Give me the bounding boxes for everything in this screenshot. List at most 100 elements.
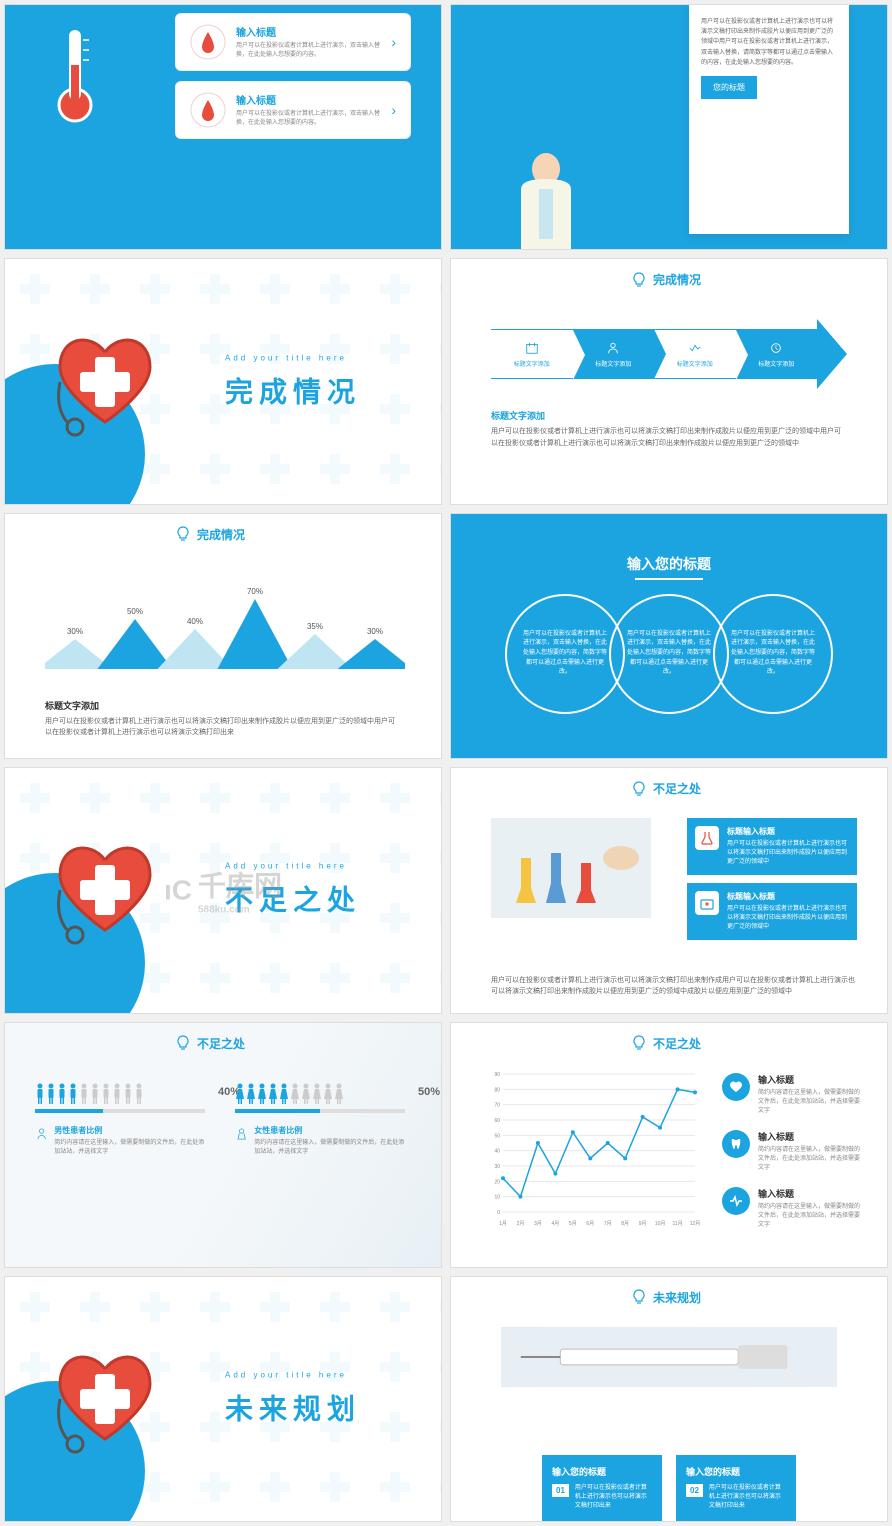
svg-text:70: 70: [494, 1102, 500, 1108]
slide-5: 完成情况 30%50%40%70%35%30% 标题文字添加 用户可以在投影仪或…: [4, 513, 442, 759]
item-desc: 简约内容请在这里输入，做需要制做的文件后，在此处添加站站，并选择需要文字: [758, 1146, 862, 1173]
subtitle: Add your title here: [225, 1371, 361, 1380]
title-button[interactable]: 您的标题: [701, 76, 757, 99]
svg-text:50: 50: [494, 1133, 500, 1139]
stat-title: 男性患者比例: [54, 1125, 205, 1136]
card-desc: 用户可以在投影仪或者计算机上进行演示也可以将演示文稿打印出来: [709, 1484, 786, 1511]
chevron-right-icon: ›: [391, 34, 396, 50]
svg-text:0: 0: [497, 1210, 500, 1216]
card-number: 01: [552, 1484, 569, 1497]
desc-title: 标题文字添加: [45, 699, 401, 712]
card-desc: 用户可以在投影仪或者计算机上进行演示，双击输入替换，在此处输入您想要的内容。: [236, 42, 381, 60]
svg-text:4月: 4月: [551, 1221, 559, 1227]
svg-text:30%: 30%: [367, 627, 383, 636]
list-item: 输入标题简约内容请在这里输入，做需要制做的文件后，在此处添加站站，并选择需要文字: [722, 1187, 862, 1230]
blood-drop-icon: [190, 24, 226, 60]
pulse-icon: [722, 1187, 750, 1215]
item-title: 输入标题: [758, 1187, 862, 1200]
pct-value: 50%: [418, 1086, 440, 1098]
numbered-card: 输入您的标题 01 用户可以在投影仪或者计算机上进行演示也可以将演示文稿打印出来: [542, 1455, 662, 1521]
tooth-icon: [722, 1130, 750, 1158]
slide-header: 未来规划: [631, 1289, 701, 1306]
male-stats: 40% 男性患者比例简约内容请在这里输入，做需要制做的文件后，在此处添加站站，并…: [35, 1083, 205, 1157]
bulb-icon: [175, 1035, 191, 1051]
card-desc: 用户可以在投影仪或者计算机上进行演示也可以将演示文稿打印出来制作成胶片以便应用到…: [727, 905, 849, 932]
info-card[interactable]: 输入标题用户可以在投影仪或者计算机上进行演示，双击输入替换，在此处输入您想要的内…: [175, 81, 411, 139]
flow-step: 标题文字添加: [573, 329, 655, 379]
slide-11-section: Add your title here 未来规划: [4, 1276, 442, 1522]
slide-3-section: Add your title here 完成情况: [4, 258, 442, 504]
slide-8: 不足之处 标题输入标题用户可以在投影仪或者计算机上进行演示也可以将演示文稿打印出…: [450, 767, 888, 1013]
card-desc: 用户可以在投影仪或者计算机上进行演示也可以将演示文稿打印出来制作成胶片以便应用到…: [701, 17, 837, 68]
info-card[interactable]: 输入标题用户可以在投影仪或者计算机上进行演示，双击输入替换，在此处输入您想要的内…: [175, 13, 411, 71]
circle-group: 用户可以在投影仪或者计算机上进行演示，双击输入替换，在此处输入您想要的内容，简数…: [513, 594, 825, 714]
svg-text:10: 10: [494, 1194, 500, 1200]
slide-6: 输入您的标题 用户可以在投影仪或者计算机上进行演示，双击输入替换，在此处输入您想…: [450, 513, 888, 759]
bulb-icon: [175, 526, 191, 542]
male-icon: [35, 1125, 48, 1143]
slide-1: 输入标题用户可以在投影仪或者计算机上进行演示，双击输入替换，在此处输入您想要的内…: [4, 4, 442, 250]
slide-9: 不足之处 40% 男性患者比例简约内容请在这里输入，做需要制做的文件后，在此处添…: [4, 1022, 442, 1268]
subtitle: Add your title here: [225, 353, 361, 362]
list-item: 输入标题简约内容请在这里输入，做需要制做的文件后，在此处添加站站，并选择需要文字: [722, 1073, 862, 1116]
card-desc: 用户可以在投影仪或者计算机上进行演示也可以将演示文稿打印出来: [575, 1484, 652, 1511]
slide-header: 不足之处: [631, 780, 701, 797]
svg-text:6月: 6月: [586, 1221, 594, 1227]
card-desc: 用户可以在投影仪或者计算机上进行演示，双击输入替换，在此处输入您想要的内容。: [236, 110, 381, 128]
svg-text:70%: 70%: [247, 587, 263, 596]
card-desc: 用户可以在投影仪或者计算机上进行演示也可以将演示文稿打印出来制作成胶片以便应用到…: [727, 840, 849, 867]
desc-text: 用户可以在投影仪或者计算机上进行演示也可以将演示文稿打印出来制作成胶片以便应用到…: [45, 716, 401, 738]
card-title: 输入标题: [236, 24, 381, 39]
thermometer-icon: [55, 25, 95, 130]
stat-title: 女性患者比例: [254, 1125, 405, 1136]
info-card: 标题输入标题用户可以在投影仪或者计算机上进行演示也可以将演示文稿打印出来制作成胶…: [687, 883, 857, 940]
svg-text:50%: 50%: [127, 607, 143, 616]
circle-item: 用户可以在投影仪或者计算机上进行演示，双击输入替换，在此处输入您想要的内容，简数…: [505, 594, 625, 714]
slide-4: 完成情况 标题文字添加 标题文字添加 标题文字添加 标题文字添加 标题文字添加 …: [450, 258, 888, 504]
heart-cross-icon: [45, 1339, 165, 1459]
stat-desc: 简约内容请在这里输入，做需要制做的文件后，在此处添加站站，并选择文字: [54, 1139, 205, 1157]
info-card: 标题输入标题用户可以在投影仪或者计算机上进行演示也可以将演示文稿打印出来制作成胶…: [687, 818, 857, 875]
circle-item: 用户可以在投影仪或者计算机上进行演示，双击输入替换，在此处输入您想要的内容，简数…: [609, 594, 729, 714]
slide-header: 完成情况: [631, 271, 701, 288]
numbered-card: 输入您的标题 02用户可以在投影仪或者计算机上进行演示也可以将演示文稿打印出来: [676, 1455, 796, 1521]
slide-header: 完成情况: [175, 526, 245, 543]
svg-text:20: 20: [494, 1179, 500, 1185]
flow-step: 标题文字添加: [491, 329, 573, 379]
item-title: 输入标题: [758, 1073, 862, 1086]
desc-text: 用户可以在投影仪或者计算机上进行演示也可以将演示文稿打印出来制作成胶片以便应用到…: [491, 426, 847, 448]
svg-text:12月: 12月: [690, 1221, 701, 1227]
svg-text:40%: 40%: [187, 617, 203, 626]
heart-icon: [722, 1073, 750, 1101]
slide-title: 输入您的标题: [627, 554, 711, 574]
svg-text:40: 40: [494, 1148, 500, 1154]
item-desc: 简约内容请在这里输入，做需要制做的文件后，在此处添加站站，并选择需要文字: [758, 1203, 862, 1230]
desc-title: 标题文字添加: [491, 409, 847, 422]
svg-text:90: 90: [494, 1072, 500, 1078]
slide-7-section: Add your title here 不足之处 ıC千库网588ku.com: [4, 767, 442, 1013]
svg-text:5月: 5月: [569, 1221, 577, 1227]
bulb-icon: [631, 1289, 647, 1305]
circle-item: 用户可以在投影仪或者计算机上进行演示，双击输入替换，在此处输入您想要的内容，简数…: [713, 594, 833, 714]
text-card: 用户可以在投影仪或者计算机上进行演示也可以将演示文稿打印出来制作成胶片以便应用到…: [689, 5, 849, 234]
card-title: 输入您的标题: [552, 1465, 652, 1478]
card-title: 输入标题: [236, 92, 381, 107]
subtitle: Add your title here: [225, 862, 361, 871]
item-title: 输入标题: [758, 1130, 862, 1143]
bulb-icon: [631, 272, 647, 288]
section-heading: 完成情况: [225, 370, 361, 410]
svg-text:11月: 11月: [672, 1221, 682, 1227]
section-heading: 不足之处: [225, 879, 361, 919]
slide-2: 用户可以在投影仪或者计算机上进行演示也可以将演示文稿打印出来制作成胶片以便应用到…: [450, 4, 888, 250]
section-heading: 未来规划: [225, 1388, 361, 1428]
mountain-chart: 30%50%40%70%35%30%: [45, 569, 405, 669]
svg-text:8月: 8月: [621, 1221, 629, 1227]
bulb-icon: [631, 1035, 647, 1051]
flow-step: 标题文字添加: [654, 329, 736, 379]
svg-text:35%: 35%: [307, 622, 323, 631]
doctor-illustration: [491, 139, 601, 249]
svg-text:10月: 10月: [655, 1221, 666, 1227]
svg-text:2月: 2月: [517, 1221, 525, 1227]
svg-text:60: 60: [494, 1118, 500, 1124]
svg-text:3月: 3月: [534, 1221, 542, 1227]
